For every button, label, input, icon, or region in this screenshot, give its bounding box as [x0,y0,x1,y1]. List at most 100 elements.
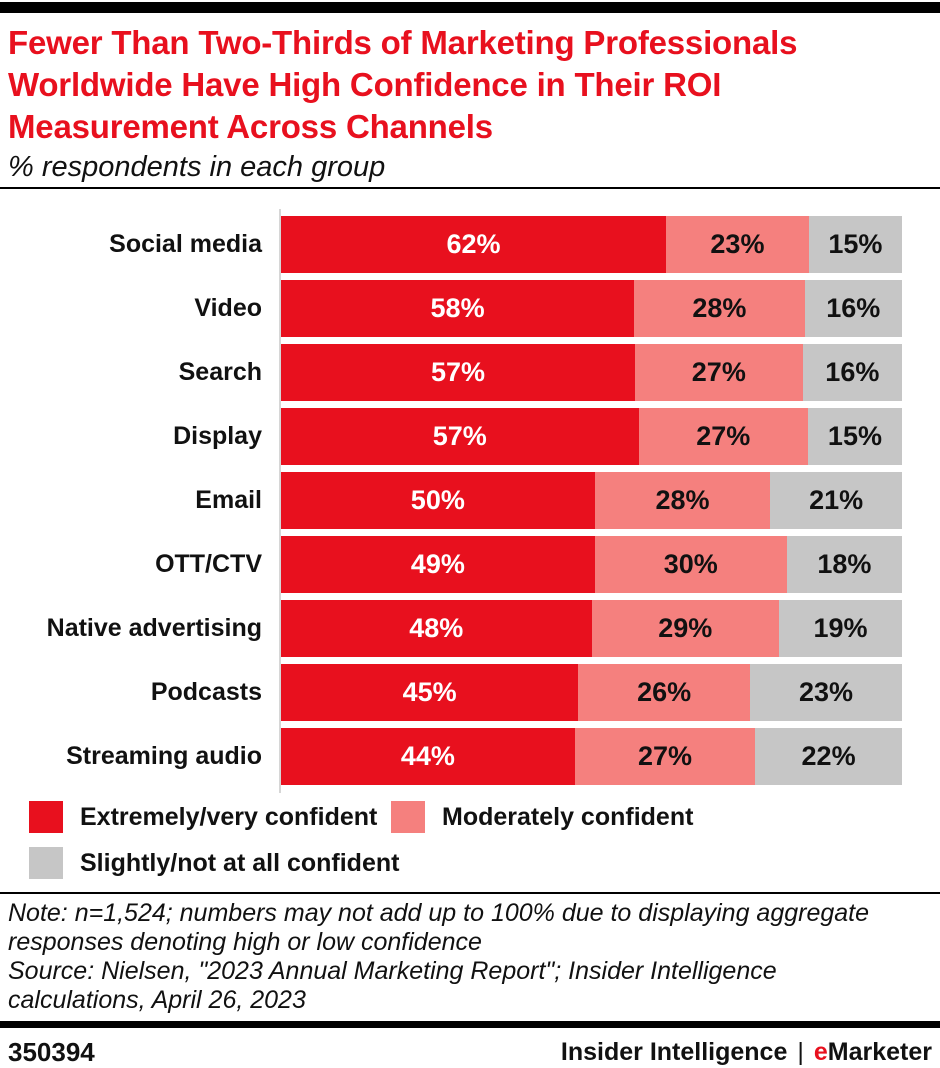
bar-segment-moderately-confident: 28% [594,472,771,529]
row-label: Streaming audio [66,742,262,770]
segment-value-label: 57% [432,421,487,451]
brand-logo: Insider Intelligence | eMarketer [561,1038,932,1067]
row-label: Email [195,486,262,514]
segment-value-label: 57% [430,357,485,387]
bar-segment-slightly-not-at-all-confident: 19% [779,600,902,657]
legend-row: Extremely/very confident Moderately conf… [29,801,932,833]
bar-segment-moderately-confident: 27% [638,408,808,465]
bar-segment-slightly-not-at-all-confident: 18% [786,536,902,593]
segment-value-label: 23% [710,229,765,259]
stacked-bar: 44% 27% 22% [281,728,903,785]
bar-row-streaming-audio: Streaming audio 44% 27% 22% [8,728,932,785]
bar-segment-slightly-not-at-all-confident: 16% [804,280,902,337]
bar-segment-moderately-confident: 28% [634,280,805,337]
notes-divider-line [0,892,940,894]
bar-segment-extremely-very-confident: 44% [281,728,575,785]
row-label: Search [178,358,262,386]
row-label: Native advertising [46,614,262,642]
header-divider-line [0,187,940,189]
bar-row-search: Search 57% 27% 16% [8,344,932,401]
segment-value-label: 22% [801,741,856,771]
bar-segment-extremely-very-confident: 57% [281,408,639,465]
stacked-bar: 48% 29% 19% [281,600,902,657]
stacked-bar: 57% 27% 15% [281,408,902,465]
chart-legend: Extremely/very confident Moderately conf… [8,801,932,879]
bar-segment-extremely-very-confident: 45% [281,664,579,721]
segment-value-label: 19% [813,613,868,643]
top-divider-bar [0,2,940,13]
segment-value-label: 62% [446,229,501,259]
stacked-bar: 58% 28% 16% [281,280,902,337]
notes-block: Note: n=1,524; numbers may not add up to… [0,894,940,1015]
segment-value-label: 27% [637,741,692,771]
bar-segment-slightly-not-at-all-confident: 22% [755,728,903,785]
segment-value-label: 21% [809,485,864,515]
bar-segment-slightly-not-at-all-confident: 15% [807,408,902,465]
brand-emarketer-e: e [813,1038,828,1066]
bar-segment-moderately-confident: 23% [666,216,809,273]
segment-value-label: 28% [655,485,710,515]
bar-row-video: Video 58% 28% 16% [8,280,932,337]
legend-swatch-gray [29,847,63,879]
chart-rows: Social media 62% 23% 15% Video 58% 28% 16% Searc… [8,216,932,785]
segment-value-label: 26% [637,677,692,707]
stacked-bar: 50% 28% 21% [281,472,903,529]
bar-segment-moderately-confident: 27% [634,344,803,401]
stacked-bar: 62% 23% 15% [281,216,902,273]
stacked-bar: 45% 26% 23% [281,664,902,721]
stacked-bar: 57% 27% 16% [281,344,902,401]
segment-value-label: 50% [410,485,465,515]
segment-value-label: 18% [817,549,872,579]
bar-row-display: Display 57% 27% 15% [8,408,932,465]
bar-row-ott-ctv: OTT/CTV 49% 30% 18% [8,536,932,593]
bar-segment-moderately-confident: 30% [594,536,787,593]
segment-value-label: 23% [799,677,854,707]
row-label: Video [194,294,262,322]
bar-segment-extremely-very-confident: 62% [281,216,667,273]
brand-insider-intelligence: Insider Intelligence [560,1038,788,1066]
bar-segment-slightly-not-at-all-confident: 15% [808,216,902,273]
segment-value-label: 15% [827,421,882,451]
bar-segment-slightly-not-at-all-confident: 16% [802,344,902,401]
segment-value-label: 49% [410,549,465,579]
segment-value-label: 16% [826,293,881,323]
footer: 350394 Insider Intelligence | eMarketer [0,1037,940,1068]
chart-subtitle: % respondents in each group [8,151,386,183]
legend-swatch-pink [391,801,425,833]
stacked-bar-chart: Social media 62% 23% 15% Video 58% 28% 16% Searc… [8,209,932,793]
segment-value-label: 30% [663,549,718,579]
chart-id: 350394 [8,1037,95,1067]
bar-segment-moderately-confident: 27% [574,728,756,785]
row-label: Podcasts [150,678,262,706]
bar-row-email: Email 50% 28% 21% [8,472,932,529]
note-text: Note: n=1,524; numbers may not add up to… [8,899,870,956]
legend-item-extremely-very-confident: Extremely/very confident [29,801,391,833]
bar-segment-slightly-not-at-all-confident: 21% [770,472,903,529]
brand-separator: | [797,1038,804,1066]
bar-segment-moderately-confident: 26% [578,664,751,721]
bar-segment-extremely-very-confident: 50% [281,472,595,529]
legend-swatch-red [29,801,63,833]
legend-label: Moderately confident [442,802,694,831]
bar-segment-extremely-very-confident: 57% [281,344,635,401]
legend-item-slightly-not-confident: Slightly/not at all confident [29,847,399,879]
bar-segment-moderately-confident: 29% [591,600,780,657]
bar-row-podcasts: Podcasts 45% 26% 23% [8,664,932,721]
segment-value-label: 48% [409,613,464,643]
segment-value-label: 27% [691,357,746,387]
y-axis-line [279,209,281,793]
bar-row-social-media: Social media 62% 23% 15% [8,216,932,273]
bar-row-native-advertising: Native advertising 48% 29% 19% [8,600,932,657]
brand-emarketer-rest: Marketer [827,1038,932,1066]
legend-label: Slightly/not at all confident [80,848,400,877]
source-text: Source: Nielsen, "2023 Annual Marketing … [8,957,777,1014]
footer-divider-bar [0,1021,940,1028]
segment-value-label: 27% [696,421,751,451]
row-label: Display [173,422,262,450]
chart-title: Fewer Than Two-Thirds of Marketing Profe… [8,24,798,145]
legend-item-moderately-confident: Moderately confident [391,801,693,833]
bar-segment-slightly-not-at-all-confident: 23% [750,664,902,721]
bar-segment-extremely-very-confident: 58% [281,280,635,337]
segment-value-label: 28% [692,293,747,323]
bar-segment-extremely-very-confident: 48% [281,600,592,657]
